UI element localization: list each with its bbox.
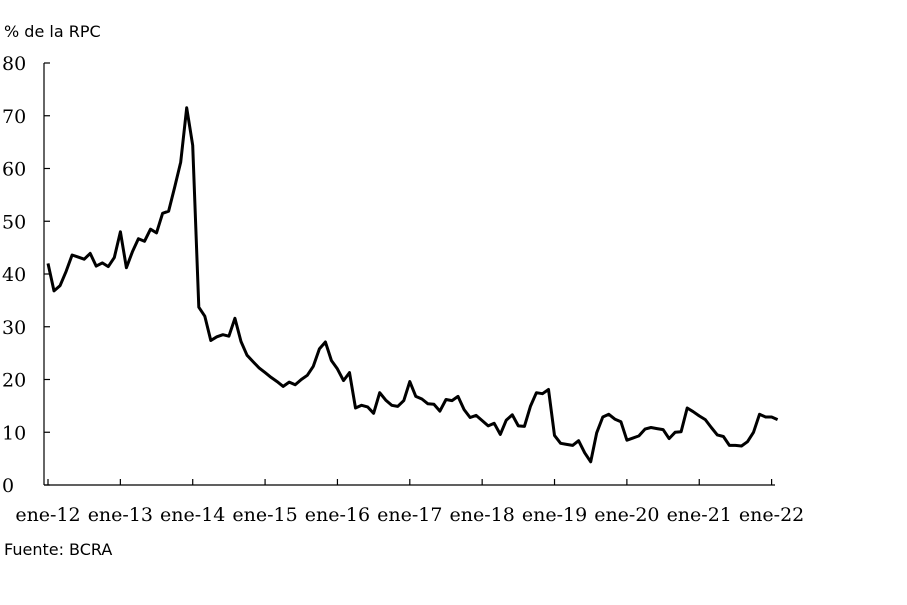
y-tick-label: 0 <box>2 475 14 497</box>
x-tick-label: ene-22 <box>739 504 804 526</box>
y-tick-label: 80 <box>2 53 26 75</box>
x-tick-label: ene-18 <box>449 504 514 526</box>
x-tick-label: ene-20 <box>594 504 659 526</box>
y-tick-label: 60 <box>2 159 26 181</box>
x-tick-label: ene-19 <box>522 504 587 526</box>
x-tick-label: ene-16 <box>305 504 370 526</box>
y-tick-label: 10 <box>2 422 26 444</box>
x-tick-label: ene-14 <box>160 504 225 526</box>
x-tick-label: ene-13 <box>88 504 153 526</box>
y-tick-label: 20 <box>2 370 26 392</box>
x-tick-label: ene-15 <box>232 504 297 526</box>
x-tick-label: ene-21 <box>667 504 732 526</box>
axes <box>43 63 775 486</box>
y-tick-label: 50 <box>2 211 26 233</box>
x-tick-label: ene-17 <box>377 504 442 526</box>
y-axis-unit-label: % de la RPC <box>4 22 101 41</box>
source-note: Fuente: BCRA <box>4 540 113 559</box>
y-tick-label: 30 <box>2 317 26 339</box>
y-tick-label: 40 <box>2 264 26 286</box>
y-ticks: 0 10 20 30 40 50 60 70 80 <box>2 53 50 497</box>
x-ticks: ene-12 ene-13 ene-14 ene-15 ene-16 ene-17 ene-… <box>15 479 804 526</box>
y-tick-label: 70 <box>2 106 26 128</box>
x-tick-label: ene-12 <box>15 504 80 526</box>
series-line <box>46 106 779 464</box>
